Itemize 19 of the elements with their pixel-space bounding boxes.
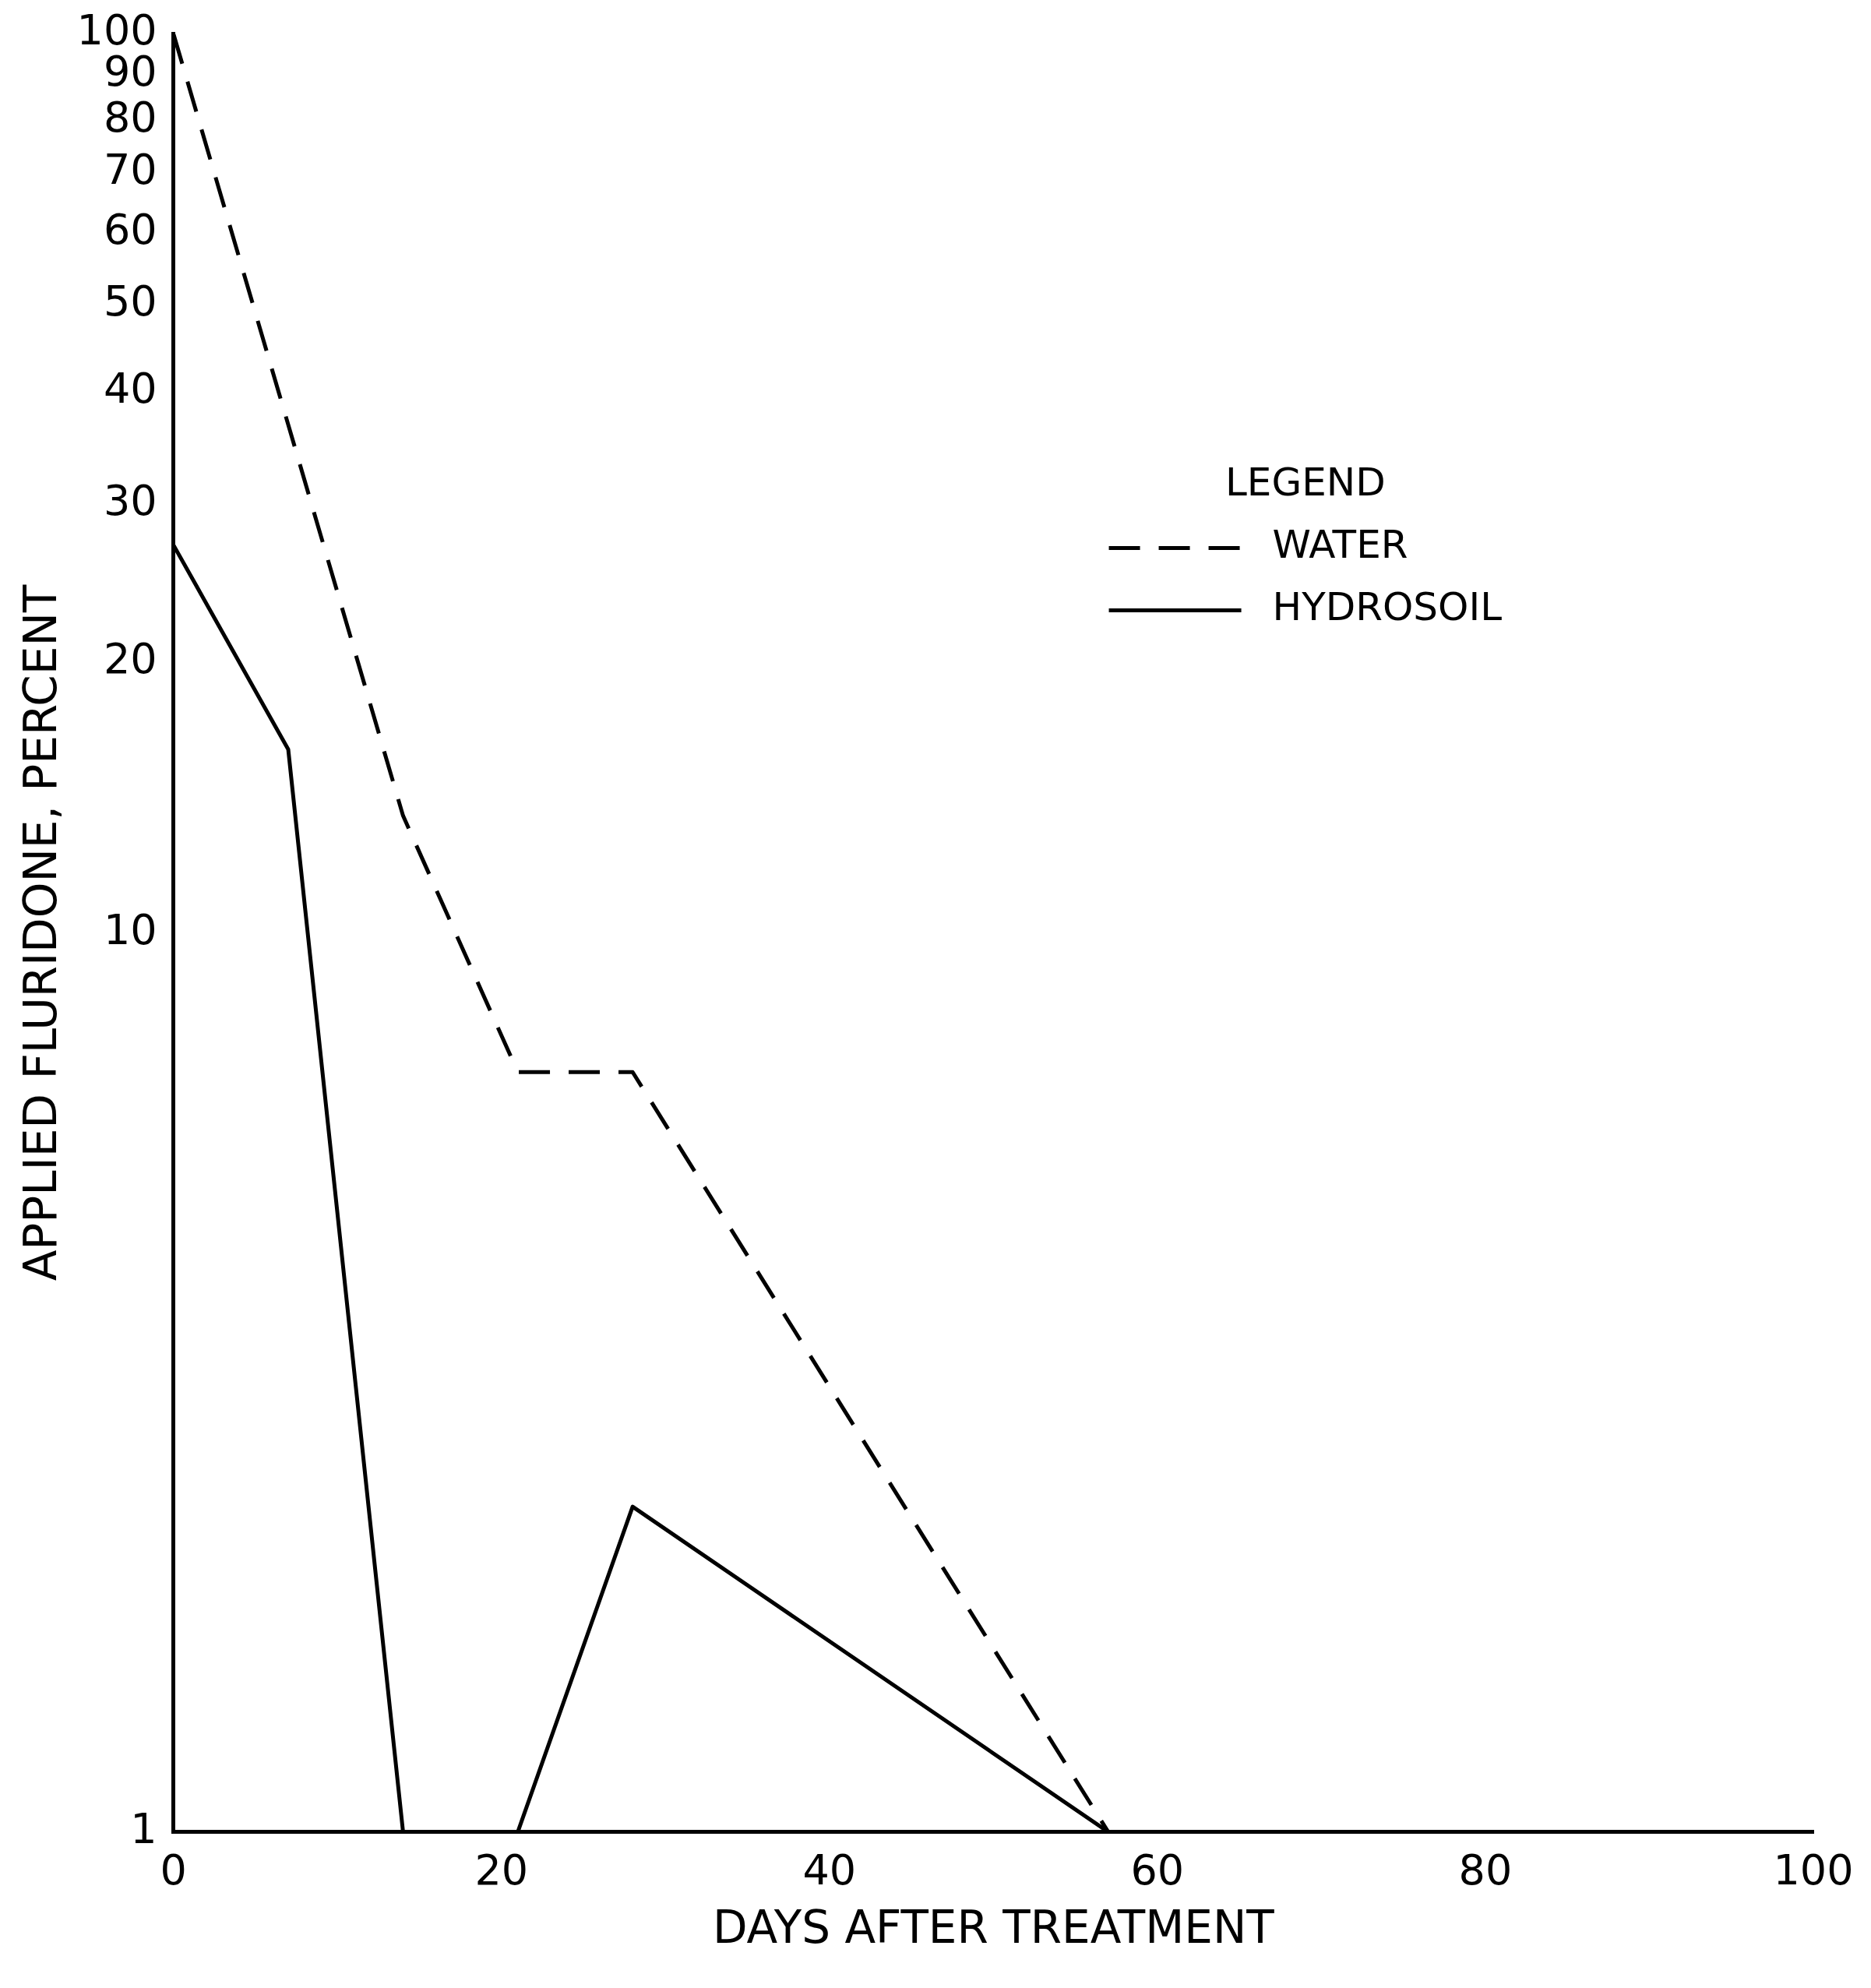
y-tick-label: 10 <box>103 904 157 954</box>
x-axis-title: DAYS AFTER TREATMENT <box>712 1901 1275 1955</box>
y-tick-label: 50 <box>103 276 157 326</box>
y-tick-label: 40 <box>103 363 157 413</box>
y-axis-title: APPLIED FLURIDONE, PERCENT <box>13 584 67 1281</box>
x-tick-label: 20 <box>474 1845 529 1895</box>
legend-label: WATER <box>1272 522 1408 568</box>
y-tick-label: 20 <box>103 634 157 684</box>
x-tick-label: 0 <box>160 1845 187 1895</box>
y-tick-label: 60 <box>103 205 157 255</box>
y-tick-label: 1 <box>130 1803 157 1853</box>
x-tick-label: 40 <box>802 1845 857 1895</box>
legend-title: LEGEND <box>1224 460 1386 506</box>
y-tick-label: 70 <box>103 145 157 195</box>
legend-label: HYDROSOIL <box>1272 584 1503 630</box>
x-tick-label: 100 <box>1773 1845 1854 1895</box>
y-tick-label: 30 <box>103 475 157 525</box>
x-tick-label: 80 <box>1458 1845 1513 1895</box>
x-tick-label: 60 <box>1130 1845 1185 1895</box>
